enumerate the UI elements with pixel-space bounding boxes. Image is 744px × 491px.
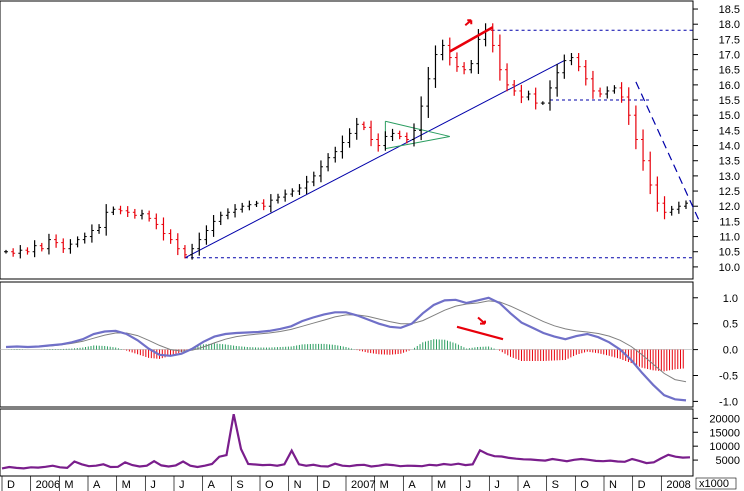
month-label: J — [494, 479, 500, 491]
price-tick-label: 17.5 — [719, 34, 740, 46]
macd-tick-label: -0.5 — [719, 371, 738, 383]
price-tick-label: 12.5 — [719, 186, 740, 198]
price-tick-label: 10.5 — [719, 247, 740, 259]
volume-panel — [1, 413, 691, 470]
price-tick-label: 18.0 — [719, 19, 740, 31]
month-label: J — [150, 479, 156, 491]
month-label: M — [64, 479, 73, 491]
month-label: N — [294, 479, 302, 491]
month-label: O — [265, 479, 274, 491]
volume-line — [1, 413, 691, 470]
uptrend-line — [184, 60, 565, 259]
triangle-upper-line — [385, 120, 450, 137]
volume-tick-label: 5000 — [716, 455, 740, 467]
month-label: 2008 — [666, 479, 690, 491]
month-label: A — [93, 479, 101, 491]
month-label: M — [380, 479, 389, 491]
month-label: O — [580, 479, 589, 491]
price-tick-label: 18.5 — [719, 4, 740, 16]
month-label: N — [609, 479, 617, 491]
price-axis: 18.5 18.0 17.5 17.0 16.5 16.0 15.5 15.0 14.5 14.0… — [693, 4, 740, 274]
month-label: D — [322, 479, 330, 491]
price-tick-label: 15.0 — [719, 110, 740, 122]
volume-tick-label: 20000 — [709, 413, 740, 425]
month-label: A — [208, 479, 216, 491]
month-label: 2006 — [36, 479, 60, 491]
volume-tick-label: 15000 — [709, 427, 740, 439]
price-tick-label: 13.0 — [719, 171, 740, 183]
price-panel — [4, 19, 701, 260]
volume-unit-label: x1000 — [699, 478, 729, 490]
month-label: J — [466, 479, 472, 491]
price-tick-label: 11.0 — [719, 232, 740, 244]
month-label: M — [122, 479, 131, 491]
month-label: A — [523, 479, 531, 491]
month-axis: D 2006 M A M J J A S O N D 2007 M A M J J A S O N D 2008 — [1, 476, 691, 491]
macd-axis: 1.0 0.5 0.0 -0.5 -1.0 — [693, 293, 738, 408]
macd-tick-label: 0.5 — [723, 319, 738, 331]
month-label: M — [437, 479, 446, 491]
price-tick-label: 12.0 — [719, 201, 740, 213]
volume-tick-label: 10000 — [709, 441, 740, 453]
month-label: S — [236, 479, 243, 491]
macd-tick-label: -1.0 — [719, 396, 738, 408]
month-label: S — [552, 479, 559, 491]
price-divergence-arrow — [464, 19, 473, 27]
macd-panel-frame — [0, 281, 694, 408]
price-divergence-line — [449, 26, 494, 53]
macd-divergence-arrow — [477, 316, 486, 325]
price-tick-label: 16.5 — [719, 65, 740, 77]
macd-tick-label: 0.0 — [723, 345, 738, 357]
month-label: 2007 — [351, 479, 375, 491]
macd-divergence-line — [456, 325, 504, 341]
price-tick-label: 17.0 — [719, 50, 740, 62]
triangle-lower-line — [385, 135, 450, 150]
macd-tick-label: 1.0 — [723, 293, 738, 305]
price-tick-label: 15.5 — [719, 95, 740, 107]
macd-panel — [0, 296, 693, 402]
price-tick-label: 13.5 — [719, 156, 740, 168]
month-label: J — [179, 479, 185, 491]
month-label: D — [7, 479, 15, 491]
month-label: D — [638, 479, 646, 491]
price-tick-label: 16.0 — [719, 80, 740, 92]
price-tick-label: 14.0 — [719, 141, 740, 153]
month-label: A — [408, 479, 416, 491]
price-tick-label: 11.5 — [719, 216, 740, 228]
volume-axis: 20000 15000 10000 5000 — [693, 413, 740, 467]
macd-line — [5, 296, 687, 402]
price-tick-label: 10.0 — [719, 262, 740, 274]
price-tick-label: 14.5 — [719, 125, 740, 137]
volume-unit-box — [695, 477, 737, 490]
price-panel-frame — [0, 0, 694, 280]
